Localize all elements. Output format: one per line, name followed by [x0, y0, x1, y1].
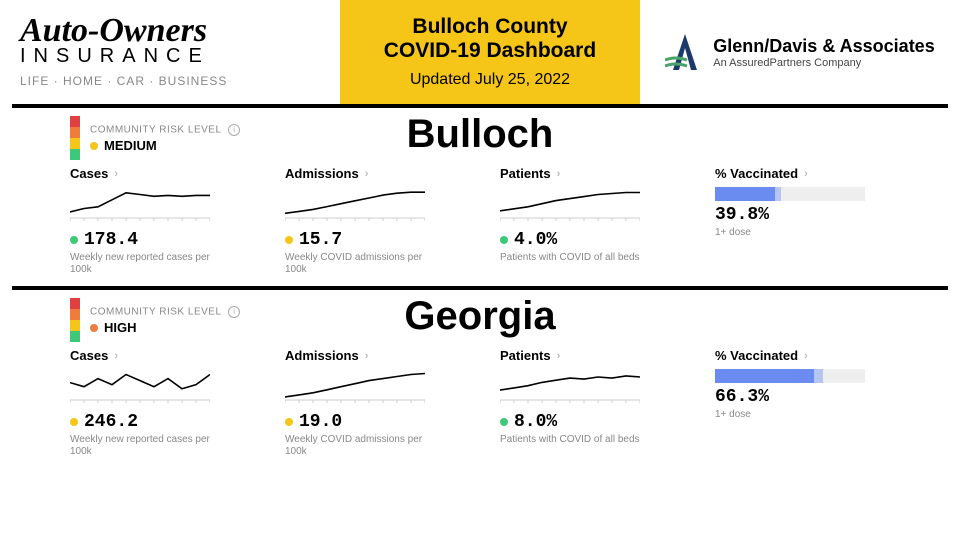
vaccinated-sub: 1+ dose: [715, 227, 855, 239]
patients-title[interactable]: Patients ›: [500, 348, 675, 363]
metric-vaccinated: % Vaccinated › 66.3% 1+ dose: [715, 348, 890, 458]
chevron-right-icon: ›: [365, 350, 369, 362]
risk-level-label: COMMUNITY RISK LEVEL i: [90, 306, 240, 318]
auto-owners-insurance-text: INSURANCE: [20, 45, 340, 68]
vaccinated-bar: [715, 369, 865, 383]
patients-desc: Patients with COVID of all beds: [500, 434, 640, 446]
risk-level-value: HIGH: [90, 320, 240, 335]
title-line-1: Bulloch County: [412, 15, 567, 38]
admissions-label: Admissions: [285, 348, 359, 363]
cases-label: Cases: [70, 166, 108, 181]
patients-desc: Patients with COVID of all beds: [500, 252, 640, 264]
cases-value: 246.2: [70, 412, 245, 432]
admissions-value: 15.7: [285, 230, 460, 250]
patients-value: 8.0%: [500, 412, 675, 432]
vaccinated-label: % Vaccinated: [715, 166, 798, 181]
chevron-right-icon: ›: [365, 168, 369, 180]
dashboard-title: Bulloch County COVID-19 Dashboard: [384, 15, 596, 63]
metric-patients: Patients › 4.0% Patients with COVID of a…: [500, 166, 675, 276]
vaccinated-sub: 1+ dose: [715, 409, 855, 421]
risk-level-label: COMMUNITY RISK LEVEL i: [90, 124, 240, 136]
cases-title[interactable]: Cases ›: [70, 348, 245, 363]
patients-label: Patients: [500, 348, 551, 363]
metric-admissions: Admissions › 19.0 Weekly COVID admission…: [285, 348, 460, 458]
vaccinated-title[interactable]: % Vaccinated ›: [715, 166, 890, 181]
vaccinated-value: 66.3%: [715, 387, 890, 407]
dashboard-title-block: Bulloch County COVID-19 Dashboard Update…: [340, 0, 640, 104]
risk-level-bar-icon: [70, 116, 80, 160]
title-line-2: COVID-19 Dashboard: [384, 39, 596, 62]
cases-title[interactable]: Cases ›: [70, 166, 245, 181]
sponsor-right: Glenn/Davis & Associates An AssuredPartn…: [640, 0, 960, 104]
risk-level-bar-icon: [70, 298, 80, 342]
auto-owners-logo-text: Auto-Owners: [20, 16, 340, 47]
risk-level-row: COMMUNITY RISK LEVEL i MEDIUM: [70, 114, 890, 162]
header: Auto-Owners INSURANCE LIFE · HOME · CAR …: [0, 0, 960, 104]
patients-value: 4.0%: [500, 230, 675, 250]
glenn-davis-name: Glenn/Davis & Associates: [713, 36, 934, 57]
admissions-label: Admissions: [285, 166, 359, 181]
metric-admissions: Admissions › 15.7 Weekly COVID admission…: [285, 166, 460, 276]
cases-desc: Weekly new reported cases per 100k: [70, 434, 210, 458]
cases-desc: Weekly new reported cases per 100k: [70, 252, 210, 276]
metrics-row: Cases › 246.2 Weekly new reported cases …: [70, 348, 890, 458]
chevron-right-icon: ›: [557, 350, 561, 362]
region-georgia: Georgia COMMUNITY RISK LEVEL i HIGH C: [0, 290, 960, 468]
metrics-row: Cases › 178.4 Weekly new reported cases …: [70, 166, 890, 276]
risk-level-text: COMMUNITY RISK LEVEL i MEDIUM: [90, 124, 240, 153]
sponsor-left: Auto-Owners INSURANCE LIFE · HOME · CAR …: [0, 0, 340, 104]
admissions-desc: Weekly COVID admissions per 100k: [285, 434, 425, 458]
chevron-right-icon: ›: [557, 168, 561, 180]
risk-level-value: MEDIUM: [90, 138, 240, 153]
glenn-davis-logo-icon: [665, 30, 705, 74]
metric-cases: Cases › 246.2 Weekly new reported cases …: [70, 348, 245, 458]
chevron-right-icon: ›: [114, 350, 118, 362]
patients-label: Patients: [500, 166, 551, 181]
admissions-value: 19.0: [285, 412, 460, 432]
dashboard-date: Updated July 25, 2022: [410, 71, 570, 89]
cases-value: 178.4: [70, 230, 245, 250]
metric-cases: Cases › 178.4 Weekly new reported cases …: [70, 166, 245, 276]
patients-title[interactable]: Patients ›: [500, 166, 675, 181]
admissions-desc: Weekly COVID admissions per 100k: [285, 252, 425, 276]
vaccinated-value: 39.8%: [715, 205, 890, 225]
info-icon[interactable]: i: [228, 306, 240, 318]
vaccinated-bar: [715, 187, 865, 201]
chevron-right-icon: ›: [804, 168, 808, 180]
glenn-davis-text: Glenn/Davis & Associates An AssuredPartn…: [713, 36, 934, 69]
chevron-right-icon: ›: [114, 168, 118, 180]
risk-level-text: COMMUNITY RISK LEVEL i HIGH: [90, 306, 240, 335]
chevron-right-icon: ›: [804, 350, 808, 362]
metric-vaccinated: % Vaccinated › 39.8% 1+ dose: [715, 166, 890, 276]
glenn-davis-sub: An AssuredPartners Company: [713, 57, 934, 69]
vaccinated-title[interactable]: % Vaccinated ›: [715, 348, 890, 363]
cases-label: Cases: [70, 348, 108, 363]
region-bulloch: Bulloch COMMUNITY RISK LEVEL i MEDIUM: [0, 108, 960, 286]
info-icon[interactable]: i: [228, 124, 240, 136]
risk-level-row: COMMUNITY RISK LEVEL i HIGH: [70, 296, 890, 344]
admissions-title[interactable]: Admissions ›: [285, 166, 460, 181]
metric-patients: Patients › 8.0% Patients with COVID of a…: [500, 348, 675, 458]
admissions-title[interactable]: Admissions ›: [285, 348, 460, 363]
vaccinated-label: % Vaccinated: [715, 348, 798, 363]
auto-owners-tagline: LIFE · HOME · CAR · BUSINESS: [20, 74, 340, 88]
